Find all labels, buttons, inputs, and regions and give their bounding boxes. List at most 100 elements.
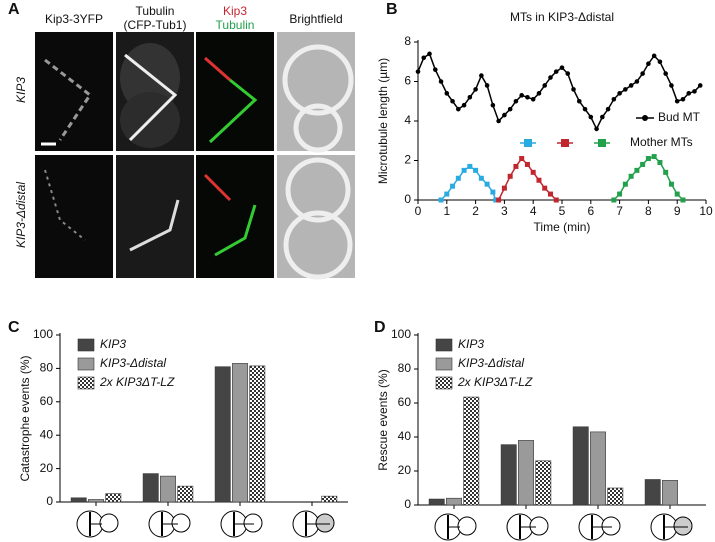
bar xyxy=(572,426,589,506)
point xyxy=(484,83,490,88)
column-header: Tubulin xyxy=(136,4,175,18)
point xyxy=(692,89,697,94)
bar xyxy=(232,363,248,503)
column-header: Kip3-3YFP xyxy=(45,12,103,26)
point xyxy=(519,93,524,98)
point xyxy=(640,71,645,76)
point xyxy=(502,112,507,118)
point xyxy=(663,71,668,76)
point xyxy=(456,106,461,112)
legend-label: KIP3 xyxy=(458,337,484,351)
bar xyxy=(142,473,159,503)
y-tick-label: 80 xyxy=(40,361,54,375)
x-tick-label: 10 xyxy=(699,204,713,218)
bar xyxy=(177,485,194,503)
x-tick-label: 9 xyxy=(674,204,681,218)
cell-icon xyxy=(601,516,621,536)
legend-marker xyxy=(435,376,453,390)
column-header: (CFP-Tub1) xyxy=(124,18,187,32)
legend-label: Mother MTs xyxy=(630,135,693,149)
point xyxy=(444,191,450,197)
bar xyxy=(535,460,552,506)
x-tick-label: 2 xyxy=(472,204,479,218)
row-label: KIP3 xyxy=(14,77,28,103)
point xyxy=(634,167,640,173)
legend-marker xyxy=(561,139,569,147)
point xyxy=(548,75,553,80)
point xyxy=(467,95,473,100)
point xyxy=(657,159,663,165)
legend-marker xyxy=(435,357,453,371)
bar xyxy=(662,480,678,506)
point xyxy=(536,177,542,183)
cell-icon xyxy=(243,513,263,533)
chart-title: MTs in KIP3-Δdistal xyxy=(510,10,614,24)
x-tick-label: 8 xyxy=(645,204,652,218)
column-header: Brightfield xyxy=(289,12,342,26)
y-tick-label: 100 xyxy=(33,327,53,341)
bar xyxy=(500,444,517,506)
cell-icon xyxy=(99,513,119,533)
point xyxy=(507,106,513,112)
panel-label: B xyxy=(386,1,398,18)
bar xyxy=(518,440,534,506)
micrographs xyxy=(35,32,355,280)
y-tick-label: 40 xyxy=(398,429,412,443)
y-axis-label: Catastrophe events (%) xyxy=(18,355,32,481)
point xyxy=(461,102,467,108)
point xyxy=(473,87,478,92)
legend-marker xyxy=(77,338,95,352)
x-tick-label: 4 xyxy=(530,204,537,218)
bar xyxy=(644,479,661,506)
bar xyxy=(428,498,445,506)
x-tick-label: 1 xyxy=(443,204,450,218)
point xyxy=(617,91,622,96)
point xyxy=(455,175,461,181)
y-tick-label: 60 xyxy=(398,395,412,409)
point xyxy=(519,156,525,162)
y-tick-label: 20 xyxy=(398,463,412,477)
point xyxy=(438,197,444,203)
column-header: Kip3 xyxy=(223,4,247,18)
point xyxy=(427,51,432,57)
y-tick-label: 20 xyxy=(40,461,54,475)
point xyxy=(663,169,669,175)
point xyxy=(450,183,456,189)
y-axis-label: Microtubule length (µm) xyxy=(376,58,390,184)
bar xyxy=(105,493,122,503)
point xyxy=(478,175,484,181)
x-tick-label: 7 xyxy=(616,204,623,218)
point xyxy=(479,73,484,78)
cell-icon xyxy=(171,513,191,533)
legend-label: KIP3-Δdistal xyxy=(458,356,524,370)
point xyxy=(611,197,617,203)
point xyxy=(640,161,646,167)
y-tick-label: 8 xyxy=(404,34,411,48)
bar xyxy=(249,365,266,503)
point xyxy=(674,191,680,197)
bar xyxy=(160,475,176,503)
legend-marker xyxy=(598,139,606,147)
y-tick-label: 4 xyxy=(404,113,411,127)
point xyxy=(547,191,553,197)
point xyxy=(668,181,674,187)
bar xyxy=(88,499,104,503)
point xyxy=(611,96,617,102)
legend-marker xyxy=(524,139,532,147)
cell-icon xyxy=(315,513,335,533)
legend-label: KIP3-Δdistal xyxy=(100,356,166,370)
x-axis-label: Time (min) xyxy=(534,220,591,234)
point xyxy=(493,197,499,203)
bar xyxy=(70,497,87,503)
point xyxy=(507,173,513,179)
legend-label: 2x KIP3ΔT-LZ xyxy=(457,375,533,389)
y-tick-label: 0 xyxy=(404,497,411,511)
y-tick-label: 6 xyxy=(404,74,411,88)
point xyxy=(651,154,657,160)
point xyxy=(622,181,628,187)
point xyxy=(646,61,651,67)
point xyxy=(553,69,559,74)
point xyxy=(686,91,692,96)
point xyxy=(697,83,703,88)
point xyxy=(576,98,582,104)
